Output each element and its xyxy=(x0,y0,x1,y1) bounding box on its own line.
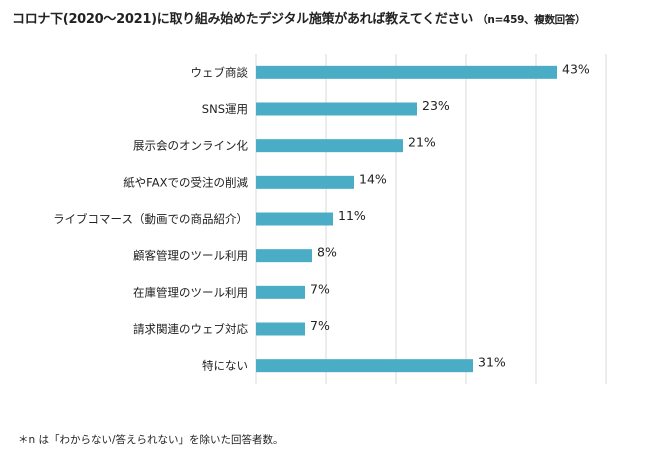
category-label: 請求関連のウェブ対応 xyxy=(133,322,248,336)
category-label: 顧客管理のツール利用 xyxy=(133,249,248,263)
value-label: 43% xyxy=(562,61,590,76)
value-label: 11% xyxy=(338,208,366,223)
category-label: SNS運用 xyxy=(202,102,248,116)
bar xyxy=(256,322,305,336)
label-layer: ウェブ商談 43% SNS運用 23% 展示会のオンライン化 21% 紙やFAXでの受注の削… xyxy=(53,61,590,372)
category-label: ウェブ商談 xyxy=(191,65,249,79)
value-label: 23% xyxy=(422,98,450,113)
footnote: ＊n は「わからない/答えられない」を除いた回答者数。 xyxy=(18,434,284,446)
chart-title: コロナ下(2020～2021)に取り組み始めたデジタル施策があれば教えてください… xyxy=(12,8,586,27)
bar xyxy=(256,359,473,373)
value-label: 21% xyxy=(408,135,436,150)
category-label: 在庫管理のツール利用 xyxy=(133,285,248,299)
value-label: 7% xyxy=(310,281,330,296)
bar xyxy=(256,212,333,226)
chart-subtitle: （n=459、複数回答） xyxy=(477,14,586,26)
bar xyxy=(256,139,403,153)
value-label: 31% xyxy=(478,355,506,370)
bar xyxy=(256,249,312,263)
category-label: 特にない xyxy=(202,359,248,373)
value-label: 7% xyxy=(310,318,330,333)
bar xyxy=(256,102,417,116)
category-label: 展示会のオンライン化 xyxy=(133,139,248,153)
category-label: ライブコマース（動画での商品紹介） xyxy=(53,212,248,226)
category-label: 紙やFAXでの受注の削減 xyxy=(123,175,248,189)
chart-title-text: コロナ下(2020～2021)に取り組み始めたデジタル施策があれば教えてください xyxy=(12,12,473,27)
bar xyxy=(256,175,354,189)
value-label: 14% xyxy=(359,171,387,186)
bar xyxy=(256,285,305,299)
bar-layer xyxy=(256,65,557,373)
value-label: 8% xyxy=(317,245,337,260)
bar xyxy=(256,65,557,79)
